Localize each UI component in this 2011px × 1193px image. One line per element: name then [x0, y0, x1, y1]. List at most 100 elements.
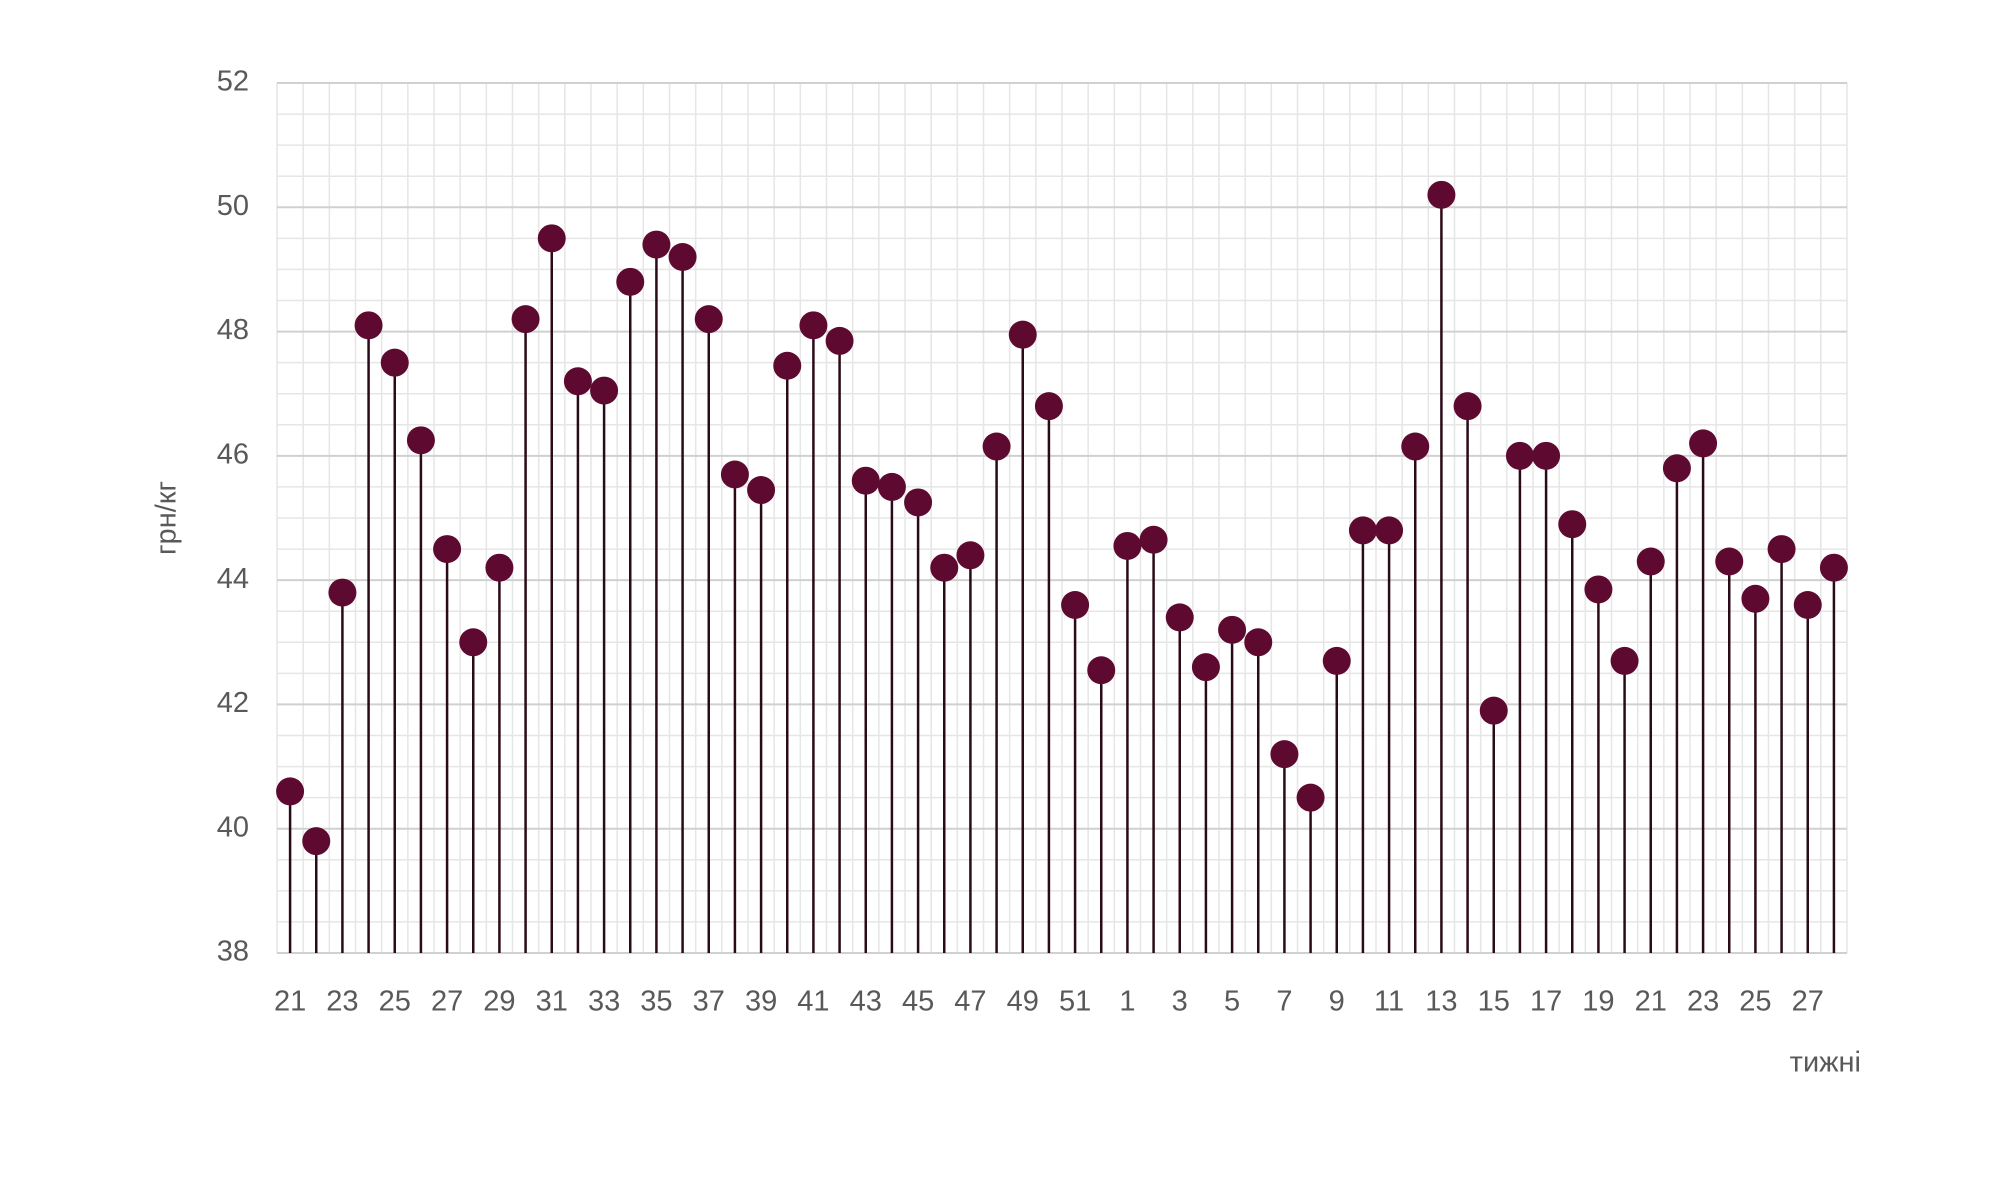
- dot: [1270, 740, 1299, 769]
- y-tick-label: 46: [217, 439, 249, 471]
- dot: [1087, 656, 1116, 685]
- dot: [1296, 783, 1325, 812]
- dot: [1662, 454, 1691, 483]
- dot: [459, 628, 488, 657]
- dot: [930, 553, 959, 582]
- dot: [485, 553, 514, 582]
- y-tick-label: 40: [217, 811, 249, 843]
- dot: [1348, 516, 1377, 545]
- dot: [825, 326, 854, 355]
- dot: [668, 243, 697, 271]
- x-tick-label: 23: [1687, 986, 1719, 1018]
- dot: [904, 488, 933, 517]
- dot: [1401, 432, 1430, 461]
- x-tick-label: 31: [536, 986, 568, 1018]
- dot: [1218, 615, 1247, 644]
- x-tick-label: 13: [1425, 986, 1457, 1018]
- x-tick-label: 51: [1059, 986, 1091, 1018]
- dot: [276, 777, 305, 806]
- x-tick-label: 35: [640, 986, 672, 1018]
- dot: [956, 541, 985, 570]
- dot: [1061, 591, 1090, 619]
- x-tick-label: 5: [1224, 986, 1240, 1018]
- dot: [1165, 603, 1194, 632]
- dot: [537, 224, 566, 253]
- dot: [1767, 535, 1796, 564]
- dot: [1793, 591, 1822, 619]
- y-axis-label: грн/кг: [151, 481, 183, 555]
- dot: [773, 351, 802, 380]
- x-tick-label: 21: [1635, 986, 1667, 1018]
- x-tick-label: 23: [326, 986, 358, 1018]
- dot: [590, 376, 619, 405]
- x-tick-label: 29: [483, 986, 515, 1018]
- dot: [1505, 441, 1534, 470]
- dot: [1375, 516, 1404, 545]
- dot: [1689, 429, 1718, 458]
- x-tick-label: 27: [1792, 986, 1824, 1018]
- dot: [851, 466, 880, 495]
- x-tick-label: 45: [902, 986, 934, 1018]
- y-tick-label: 38: [217, 936, 249, 968]
- dot: [799, 311, 828, 340]
- y-tick-label: 48: [217, 314, 249, 346]
- x-tick-label: 1: [1119, 986, 1135, 1018]
- dot: [720, 460, 749, 489]
- x-tick-label: 33: [588, 986, 620, 1018]
- x-tick-label: 17: [1530, 986, 1562, 1018]
- y-tick-label: 44: [217, 563, 249, 595]
- dot: [982, 432, 1011, 461]
- y-tick-label: 42: [217, 687, 249, 719]
- dot: [302, 827, 331, 856]
- dot: [511, 305, 540, 334]
- dot: [1741, 584, 1770, 613]
- dot: [1610, 646, 1639, 675]
- dot: [563, 367, 592, 396]
- dot: [1479, 696, 1508, 725]
- y-tick-label: 50: [217, 190, 249, 222]
- x-tick-label: 19: [1582, 986, 1614, 1018]
- dot: [642, 230, 671, 259]
- dot: [1322, 646, 1351, 675]
- x-tick-label: 3: [1172, 986, 1188, 1018]
- dot: [1244, 628, 1273, 657]
- dot: [328, 578, 357, 607]
- y-tick-label: 52: [217, 66, 249, 98]
- dot: [616, 267, 645, 296]
- dot: [1191, 653, 1220, 682]
- x-tick-label: 41: [797, 986, 829, 1018]
- dot: [1113, 531, 1142, 560]
- dot: [877, 472, 906, 501]
- x-tick-label: 47: [954, 986, 986, 1018]
- dot: [1427, 180, 1456, 209]
- x-tick-label: 9: [1329, 986, 1345, 1018]
- dot: [1636, 547, 1665, 576]
- dot: [1584, 575, 1613, 604]
- x-tick-label: 39: [745, 986, 777, 1018]
- x-tick-label: 37: [693, 986, 725, 1018]
- x-tick-label: 43: [850, 986, 882, 1018]
- dot: [747, 476, 776, 505]
- x-tick-label: 15: [1478, 986, 1510, 1018]
- dot: [433, 535, 462, 564]
- x-tick-label: 7: [1276, 986, 1292, 1018]
- dot: [1008, 320, 1037, 349]
- dot: [1532, 441, 1561, 470]
- x-tick-label: 25: [1739, 986, 1771, 1018]
- dot: [1453, 392, 1482, 421]
- x-tick-label: 11: [1374, 986, 1404, 1018]
- x-tick-label: 27: [431, 986, 463, 1018]
- dot: [694, 305, 723, 334]
- x-tick-label: 25: [379, 986, 411, 1018]
- x-axis-label: тижні: [1790, 1047, 1861, 1079]
- dot: [380, 348, 409, 377]
- dot: [1034, 392, 1063, 421]
- dot: [354, 311, 383, 340]
- x-tick-label: 21: [274, 986, 306, 1018]
- dot: [1819, 553, 1848, 582]
- dot: [406, 426, 435, 455]
- x-tick-label: 49: [1007, 986, 1039, 1018]
- dot: [1715, 547, 1744, 576]
- dot: [1558, 510, 1587, 539]
